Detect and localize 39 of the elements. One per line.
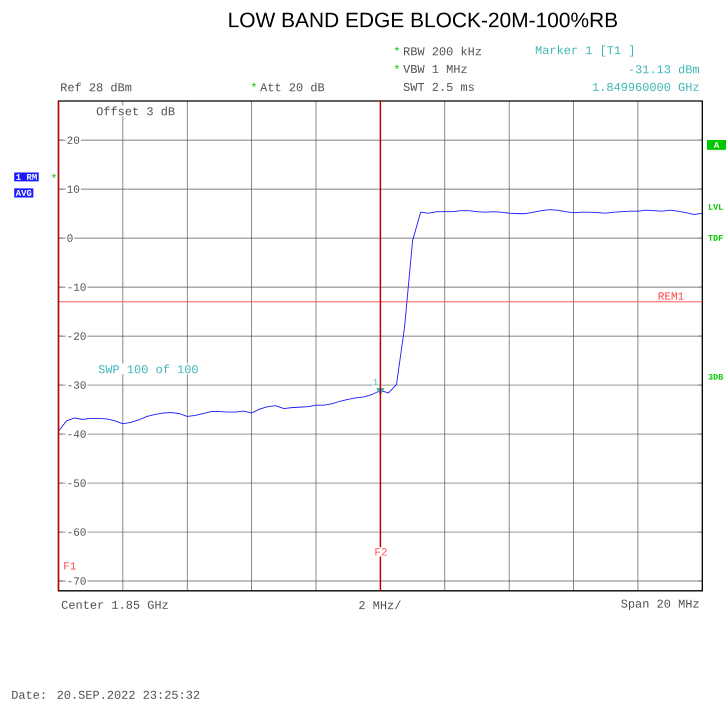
chart-title: LOW BAND EDGE BLOCK-20M-100%RB [229,12,617,28]
text: -31.13 dBm [630,64,699,74]
y-tick-label: -60 [68,528,86,536]
y-tick-label: -50 [68,479,86,487]
text: VBW 1 MHz [403,65,467,73]
y-tick-label: -20 [68,332,86,340]
y-tick-label: 0 [67,234,73,242]
text: * [52,174,56,178]
text: Marker 1 [T1 ] [536,46,634,57]
text: Center 1.85 GHz [62,600,168,609]
text: 2 MHz/ [359,600,401,610]
annotation: F1 [64,562,76,570]
y-tick-label: -10 [68,283,86,291]
text: * [252,82,256,87]
annotation: F2 [375,548,387,556]
text: RBW 200 kHz [404,46,482,56]
text: Span 20 MHz [621,600,699,610]
y-tick-label: 20 [67,136,80,144]
text: 1.849960000 GHz [592,83,699,92]
text: LVL [708,204,723,210]
annotation: SWP 100 of 100 [98,364,198,374]
text: Ref 28 dBm [61,82,132,92]
text: TDF [708,235,723,241]
text: * [394,46,400,51]
text: AVG [16,190,32,196]
annotation: Offset 3 dB [96,106,175,116]
text: SWT 2.5 ms [404,83,474,92]
y-tick-label: -30 [68,381,86,389]
text: 1 RM [16,174,37,180]
text: 3DB [708,374,724,380]
text: A [714,142,720,148]
text: Date: 20.SEP.2022 23:25:32 [12,690,200,699]
ref-line-label: REM1 [658,292,684,300]
y-tick-label: -70 [68,577,86,585]
text: * [394,64,400,69]
y-tick-label: -40 [68,430,86,438]
annotation: 1 [373,378,378,385]
y-tick-label: 10 [67,186,80,193]
text: Att 20 dB [260,82,324,92]
